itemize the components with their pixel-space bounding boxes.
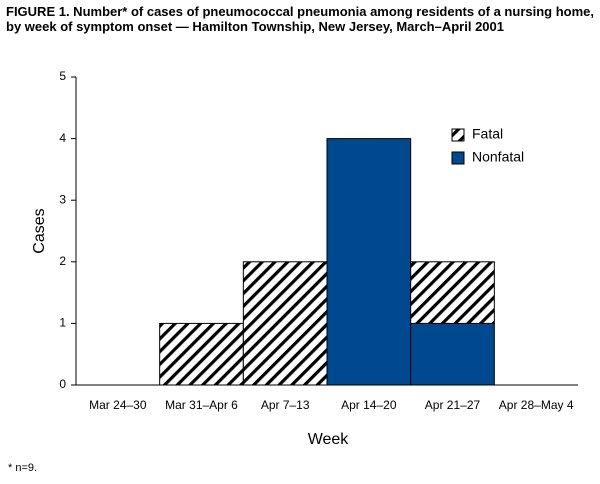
bar xyxy=(410,322,495,386)
x-axis-label: Week xyxy=(308,431,350,448)
x-tick-label: Apr 7–13 xyxy=(261,398,310,412)
y-axis-label: Cases xyxy=(31,208,48,253)
footnote: * n=9. xyxy=(8,462,38,474)
y-tick-label: 3 xyxy=(59,192,66,206)
bar xyxy=(242,261,328,386)
x-tick-label: Mar 24–30 xyxy=(89,398,147,412)
bar xyxy=(410,261,495,324)
legend-swatch xyxy=(451,128,465,142)
bar xyxy=(159,322,244,386)
legend-swatch xyxy=(451,151,465,165)
legend-label: Nonfatal xyxy=(472,149,524,165)
x-tick-label: Apr 28–May 4 xyxy=(499,398,574,412)
y-tick-label: 4 xyxy=(59,131,66,145)
bar xyxy=(326,138,412,386)
y-tick-label: 1 xyxy=(59,316,66,330)
chart-title: FIGURE 1. Number* of cases of pneumococc… xyxy=(6,4,594,34)
y-tick-label: 0 xyxy=(59,377,66,391)
y-tick-label: 5 xyxy=(59,69,66,83)
x-tick-label: Apr 14–20 xyxy=(341,398,397,412)
x-tick-label: Apr 21–27 xyxy=(425,398,481,412)
y-tick-label: 2 xyxy=(59,254,66,268)
x-tick-label: Mar 31–Apr 6 xyxy=(165,398,238,412)
legend-label: Fatal xyxy=(472,126,503,142)
chart: Week Cases 0 1 2 3 4 5 Mar 24–30 Mar 31–Apr 6 Ap… xyxy=(31,69,578,448)
